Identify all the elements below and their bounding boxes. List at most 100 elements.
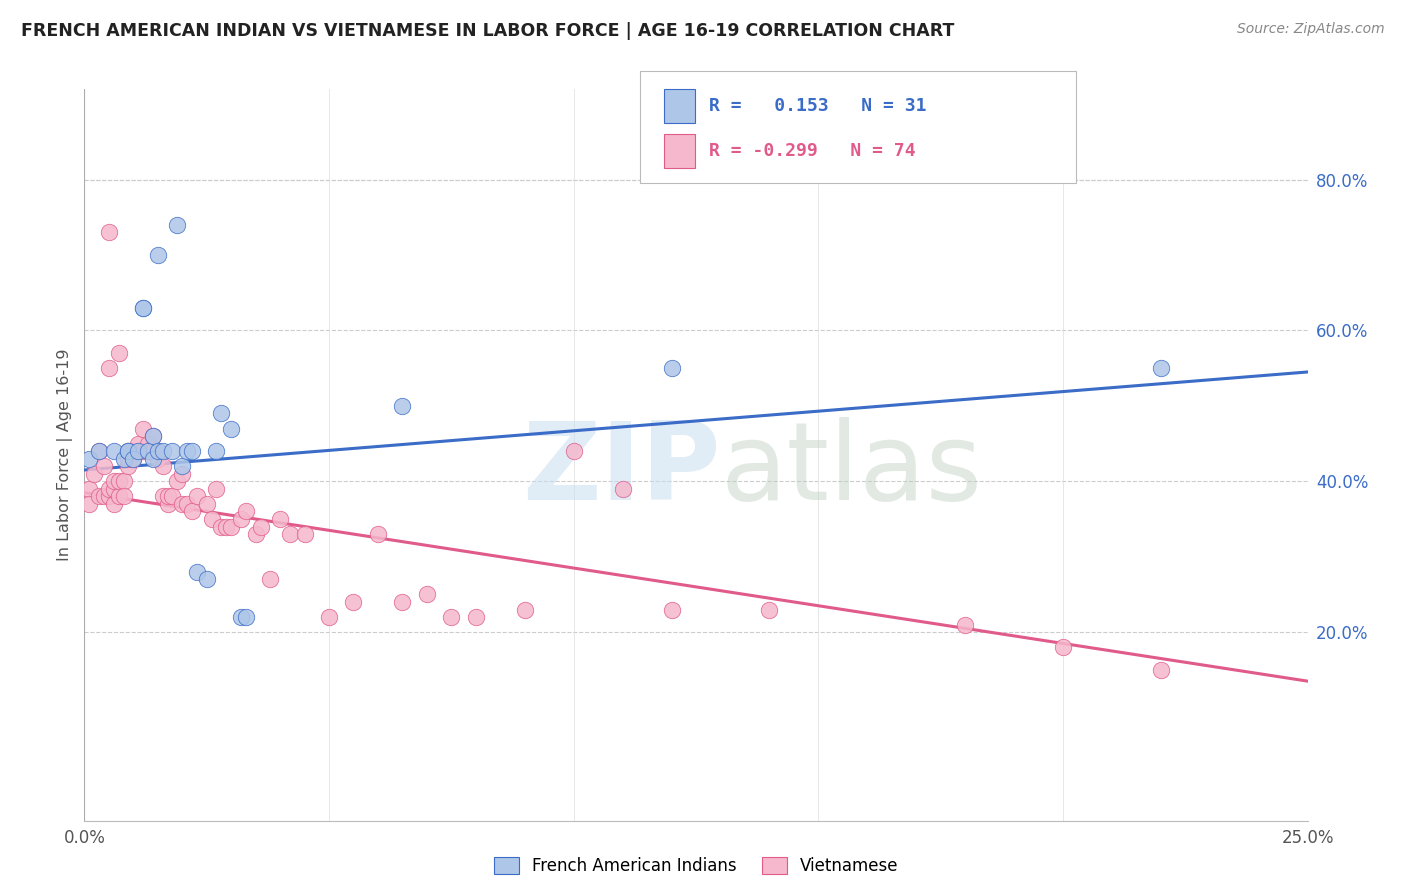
Point [513,602,536,616]
Point [103,475,125,489]
Point [172,459,194,474]
Point [156,497,179,511]
Text: FRENCH AMERICAN INDIAN VS VIETNAMESE IN LABOR FORCE | AGE 16-19 CORRELATION CHAR: FRENCH AMERICAN INDIAN VS VIETNAMESE IN … [21,22,955,40]
Point [146,451,169,466]
Point [122,444,145,458]
Text: atlas: atlas [720,417,983,523]
Point [219,519,242,533]
Point [107,475,129,489]
Point [245,527,267,541]
Point [132,444,155,458]
Y-axis label: In Labor Force | Age 16-19: In Labor Force | Age 16-19 [58,349,73,561]
Point [205,482,228,496]
Point [107,489,129,503]
Point [87,444,110,458]
Point [146,444,169,458]
Point [440,610,463,624]
Point [1150,361,1173,376]
Point [162,444,184,458]
Point [83,467,105,481]
Point [294,527,316,541]
Point [97,226,120,240]
Point [152,489,174,503]
Point [127,444,149,458]
Point [103,444,125,458]
Point [661,602,683,616]
Point [152,444,174,458]
Point [122,451,145,466]
Point [152,459,174,474]
Point [93,489,115,503]
Text: R =   0.153   N = 31: R = 0.153 N = 31 [709,97,927,115]
Point [166,218,188,232]
Text: ZIP: ZIP [522,417,720,523]
Point [464,610,486,624]
Point [229,610,252,624]
Point [112,489,135,503]
Point [117,451,139,466]
Point [156,489,179,503]
Point [562,444,585,458]
Point [391,595,413,609]
Point [127,436,149,450]
Point [758,602,780,616]
Point [953,617,976,632]
Point [209,407,232,421]
Point [103,497,125,511]
Point [200,512,222,526]
Point [166,475,188,489]
Point [132,301,155,315]
Point [259,572,281,586]
Point [132,301,155,315]
Point [235,610,257,624]
Point [391,399,413,413]
Point [235,504,257,518]
Point [1150,663,1173,677]
Text: Source: ZipAtlas.com: Source: ZipAtlas.com [1237,22,1385,37]
Point [87,444,110,458]
Point [367,527,389,541]
Point [77,482,100,496]
Point [127,444,149,458]
Point [416,587,439,601]
Point [107,346,129,360]
Point [146,248,169,262]
Point [181,504,204,518]
Point [612,482,634,496]
Point [142,444,165,458]
Point [176,444,198,458]
Point [87,489,110,503]
Point [146,444,169,458]
Legend: French American Indians, Vietnamese: French American Indians, Vietnamese [486,850,905,882]
Point [142,429,165,443]
Point [117,459,139,474]
Point [249,519,271,533]
Point [172,467,194,481]
Point [117,444,139,458]
Point [103,482,125,496]
Point [176,497,198,511]
Point [112,451,135,466]
Point [136,444,159,458]
Point [661,361,683,376]
Point [181,444,204,458]
Point [77,497,100,511]
Point [117,444,139,458]
Point [215,519,238,533]
Point [278,527,301,541]
Point [342,595,364,609]
Point [186,489,208,503]
Point [122,451,145,466]
Point [136,436,159,450]
Point [162,489,184,503]
Point [195,497,218,511]
Point [132,421,155,435]
Text: R = -0.299   N = 74: R = -0.299 N = 74 [709,142,915,160]
Point [112,475,135,489]
Point [117,444,139,458]
Point [318,610,340,624]
Point [142,429,165,443]
Point [97,361,120,376]
Point [97,489,120,503]
Point [142,451,165,466]
